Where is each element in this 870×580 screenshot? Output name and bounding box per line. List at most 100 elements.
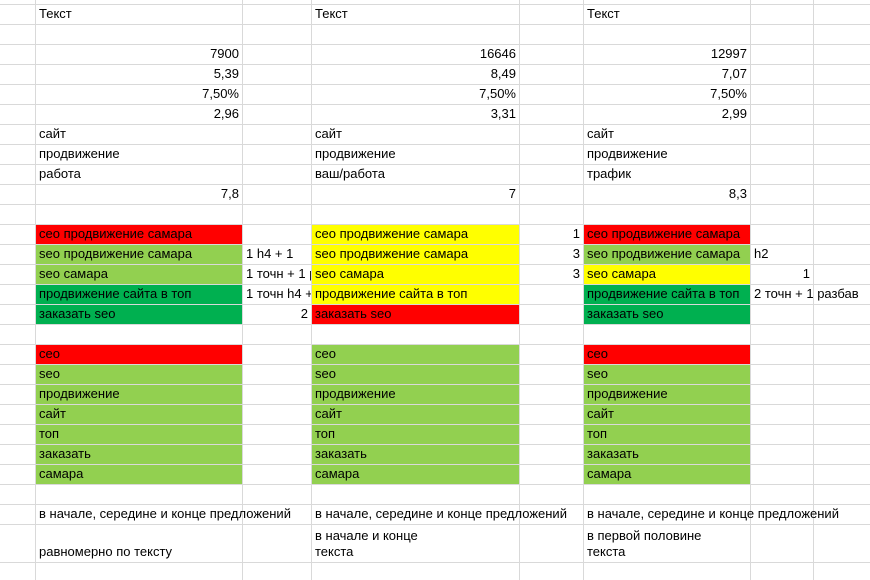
cell: h2	[751, 245, 813, 264]
cell: 3	[520, 265, 583, 284]
grid-line	[0, 144, 870, 145]
filled-cell: продвижение	[584, 385, 750, 404]
cell: 1	[751, 265, 813, 284]
filled-cell: seo самара	[36, 265, 242, 284]
filled-cell: сео	[36, 345, 242, 364]
cell-text: 7,50%	[479, 86, 516, 101]
grid-line	[242, 0, 243, 580]
cell: продвижение	[36, 145, 242, 164]
cell-text: продвижение сайта в топ	[315, 286, 468, 301]
cell-text: трафик	[587, 166, 632, 181]
cell: 7,07	[584, 65, 750, 84]
grid-line	[0, 184, 870, 185]
cell: Текст	[584, 5, 750, 24]
cell-text: продвижение	[315, 386, 396, 401]
grid-line	[0, 364, 870, 365]
cell: 7900	[36, 45, 242, 64]
grid-line	[0, 424, 870, 425]
cell-text: 8,3	[728, 186, 747, 201]
grid-line	[813, 0, 814, 580]
grid-line	[0, 224, 870, 225]
cell-text: продвижение	[39, 146, 120, 161]
cell-text: продвижение	[587, 146, 668, 161]
cell: 2,96	[36, 105, 242, 124]
cell-text: 3,31	[490, 106, 516, 121]
cell-text: seo самара	[39, 266, 108, 281]
cell: трафик	[584, 165, 750, 184]
filled-cell: seo	[584, 365, 750, 384]
cell-text: Текст	[587, 6, 620, 21]
cell-text: seo продвижение самара	[39, 246, 193, 261]
cell: 3	[520, 245, 583, 264]
grid-line	[0, 264, 870, 265]
cell-text: 7,50%	[710, 86, 747, 101]
cell: 1 точн + 1 р	[243, 265, 311, 284]
cell-text: сео продвижение самара	[39, 226, 193, 241]
cell: 2 точн + 1 разбав	[751, 285, 859, 304]
cell: 2	[243, 305, 311, 324]
cell: 2,99	[584, 105, 750, 124]
cell-text: сео продвижение самара	[587, 226, 741, 241]
cell: равномерно по тексту	[36, 525, 242, 562]
cell: сайт	[312, 125, 519, 144]
cell: работа	[36, 165, 242, 184]
cell: 8,3	[584, 185, 750, 204]
grid-line	[0, 344, 870, 345]
grid-line	[0, 484, 870, 485]
cell-text: сео	[587, 346, 608, 361]
cell: 12997	[584, 45, 750, 64]
grid-line	[0, 124, 870, 125]
grid-line	[0, 384, 870, 385]
cell-text: seo продвижение самара	[315, 246, 469, 261]
filled-cell: seo продвижение самара	[584, 245, 750, 264]
filled-cell: заказать	[584, 445, 750, 464]
cell-text: 1	[802, 266, 810, 281]
grid-line	[0, 24, 870, 25]
filled-cell: сайт	[36, 405, 242, 424]
cell-text: сайт	[587, 126, 614, 141]
cell-text: сайт	[39, 126, 66, 141]
cell-text: топ	[315, 426, 336, 441]
filled-cell: продвижение сайта в топ	[312, 285, 519, 304]
cell: в первой половине текста	[584, 525, 750, 562]
cell: 8,49	[312, 65, 519, 84]
cell-text: 7	[508, 186, 516, 201]
cell-text: 1 точн h4 +	[246, 286, 311, 301]
filled-cell: топ	[36, 425, 242, 444]
grid-line	[0, 284, 870, 285]
filled-cell: сео	[584, 345, 750, 364]
cell-text: 3	[572, 266, 580, 281]
filled-cell: самара	[312, 465, 519, 484]
filled-cell: самара	[36, 465, 242, 484]
cell-text: самара	[315, 466, 360, 481]
cell-text: в начале, середине и конце предложений	[587, 506, 839, 521]
filled-cell: seo самара	[312, 265, 519, 284]
grid-line	[0, 324, 870, 325]
cell: 7	[312, 185, 519, 204]
cell: 7,50%	[36, 85, 242, 104]
cell-text: работа	[39, 166, 81, 181]
cell-text: Текст	[315, 6, 348, 21]
cell: в начале, середине и конце предложений	[584, 505, 839, 524]
cell-text: продвижение	[587, 386, 668, 401]
cell-text: seo продвижение самара	[587, 246, 741, 261]
filled-cell: сео продвижение самара	[36, 225, 242, 244]
cell-text: сайт	[315, 126, 342, 141]
cell-text: 7,8	[220, 186, 239, 201]
grid-line	[0, 244, 870, 245]
filled-cell: продвижение сайта в топ	[36, 285, 242, 304]
cell-text: в начале, середине и конце предложений	[39, 506, 291, 521]
cell: 7,8	[36, 185, 242, 204]
filled-cell: самара	[584, 465, 750, 484]
cell: сайт	[584, 125, 750, 144]
cell-text: сайт	[315, 406, 342, 421]
grid-line	[0, 562, 870, 563]
cell-text: 2	[300, 306, 308, 321]
filled-cell: топ	[312, 425, 519, 444]
cell: продвижение	[584, 145, 750, 164]
grid-line	[0, 204, 870, 205]
cell-text: заказать seo	[39, 306, 116, 321]
filled-cell: заказать	[36, 445, 242, 464]
cell-text: 1 h4 + 1	[246, 246, 294, 261]
filled-cell: сео продвижение самара	[584, 225, 750, 244]
